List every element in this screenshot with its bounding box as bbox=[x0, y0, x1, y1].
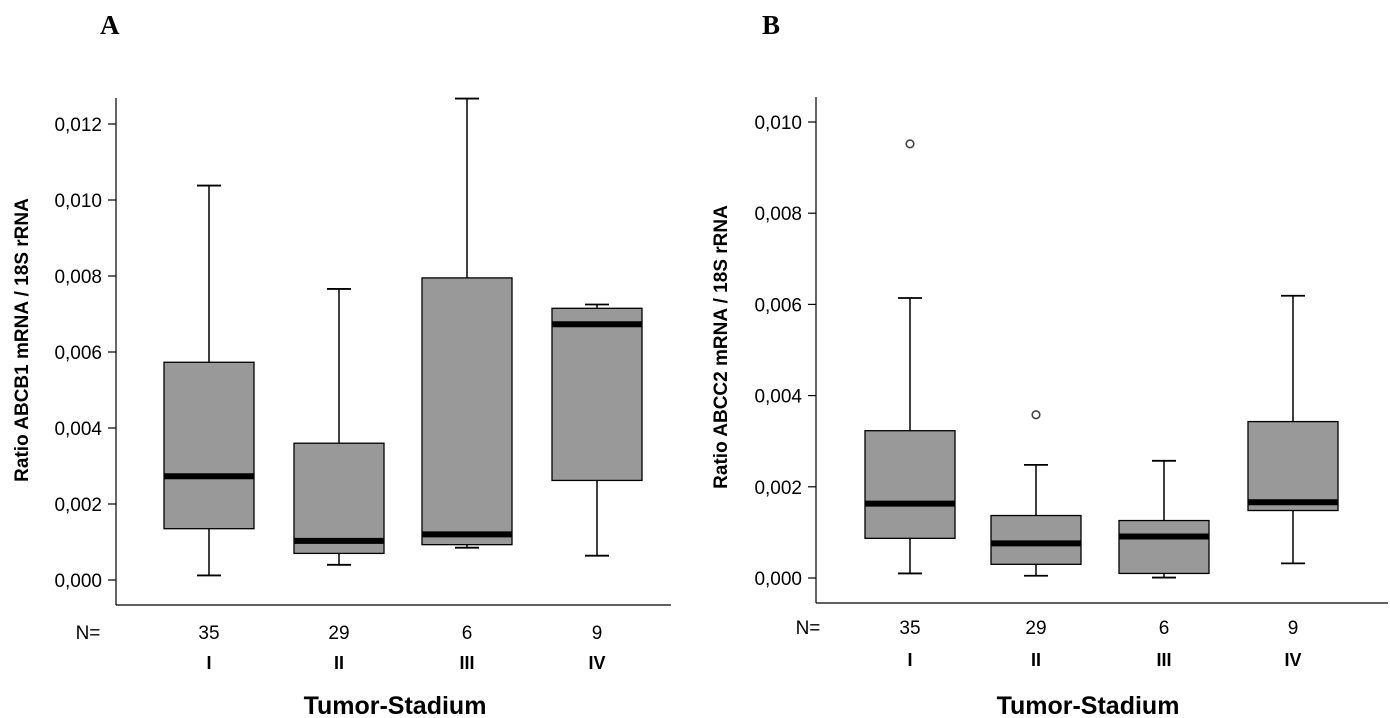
boxplots-a bbox=[163, 97, 643, 577]
y-tick-label: 0,004 bbox=[54, 419, 102, 440]
y-tick-label: 0,002 bbox=[54, 495, 102, 516]
n-count-label: 29 bbox=[328, 623, 349, 644]
x-axis-label-a: Tumor-Stadium bbox=[304, 692, 487, 718]
box-iqr bbox=[293, 442, 385, 555]
y-tick-label: 0,008 bbox=[754, 204, 802, 225]
n-count-label: 9 bbox=[592, 623, 603, 644]
boxplot-II bbox=[293, 288, 385, 566]
box-iqr bbox=[990, 514, 1082, 565]
panel-label-b: B bbox=[762, 10, 780, 40]
y-tick-label: 0,008 bbox=[54, 267, 102, 288]
boxplot-III bbox=[1118, 459, 1210, 579]
categories-b: 35 I 29 II 6 III 9 IV bbox=[899, 618, 1301, 670]
box-iqr bbox=[163, 361, 255, 530]
n-count-label: 35 bbox=[899, 618, 920, 639]
category-label: II bbox=[334, 653, 344, 673]
categories-a: 35 I 29 II 6 III 9 IV bbox=[198, 623, 605, 673]
box-iqr bbox=[1247, 420, 1339, 512]
box-iqr bbox=[1118, 519, 1210, 575]
n-prefix-a: N= bbox=[76, 623, 101, 644]
n-count-label: 6 bbox=[1159, 618, 1170, 639]
y-tick-label: 0,006 bbox=[754, 295, 802, 316]
n-count-label: 6 bbox=[462, 623, 473, 644]
panel-a: A Ratio ABCB1 mRNA / 18S rRNA Tumor-Stad… bbox=[12, 10, 671, 718]
x-axis-label-b: Tumor-Stadium bbox=[997, 692, 1180, 718]
boxplot-I bbox=[864, 139, 956, 575]
category-label: IV bbox=[588, 653, 605, 673]
y-tick-label: 0,010 bbox=[754, 113, 802, 134]
box-iqr bbox=[864, 430, 956, 539]
y-ticks-a: 0,000 0,002 0,004 0,006 0,008 0,010 0,012 bbox=[54, 115, 116, 592]
outlier-point bbox=[1031, 410, 1041, 420]
boxplot-IV bbox=[551, 303, 643, 557]
n-count-label: 35 bbox=[198, 623, 219, 644]
boxplot-III bbox=[421, 97, 513, 549]
boxplot-II bbox=[990, 410, 1082, 577]
box-iqr bbox=[551, 307, 643, 482]
panel-b: B Ratio ABCC2 mRNA / 18S rRNA Tumor-Stad… bbox=[711, 10, 1388, 718]
y-tick-label: 0,012 bbox=[54, 115, 102, 136]
n-prefix-b: N= bbox=[796, 618, 821, 639]
outlier-point bbox=[905, 139, 915, 149]
boxplot-I bbox=[163, 184, 255, 577]
y-tick-label: 0,010 bbox=[54, 191, 102, 212]
category-label: I bbox=[206, 653, 211, 673]
category-label: IV bbox=[1284, 650, 1301, 670]
y-tick-label: 0,002 bbox=[754, 478, 802, 499]
y-tick-label: 0,000 bbox=[754, 569, 802, 590]
category-label: III bbox=[459, 653, 474, 673]
y-axis-label-a: Ratio ABCB1 mRNA / 18S rRNA bbox=[12, 198, 33, 482]
y-tick-label: 0,000 bbox=[54, 571, 102, 592]
category-label: III bbox=[1156, 650, 1171, 670]
category-label: I bbox=[907, 650, 912, 670]
y-axis-label-b: Ratio ABCC2 mRNA / 18S rRNA bbox=[711, 205, 732, 489]
n-count-label: 29 bbox=[1025, 618, 1046, 639]
y-tick-label: 0,004 bbox=[754, 387, 802, 408]
n-count-label: 9 bbox=[1288, 618, 1299, 639]
category-label: II bbox=[1031, 650, 1041, 670]
y-tick-label: 0,006 bbox=[54, 343, 102, 364]
box-iqr bbox=[421, 277, 513, 546]
boxplots-b bbox=[864, 139, 1339, 579]
y-ticks-b: 0,000 0,002 0,004 0,006 0,008 0,010 bbox=[754, 113, 816, 590]
panel-label-a: A bbox=[100, 10, 120, 40]
boxplot-IV bbox=[1247, 294, 1339, 565]
